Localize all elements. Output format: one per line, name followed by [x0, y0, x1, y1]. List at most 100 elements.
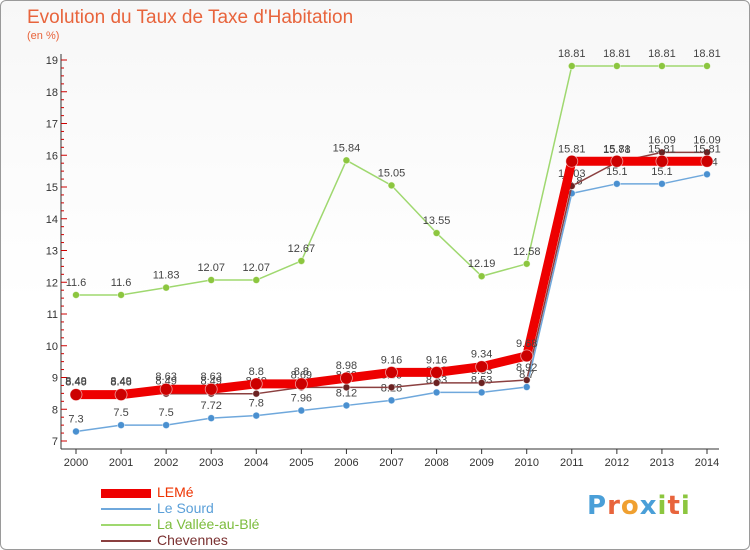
y-tick-label: 13 — [46, 246, 58, 258]
data-point — [252, 389, 261, 398]
logo-letter: x — [639, 491, 658, 521]
data-label: 15.05 — [378, 167, 406, 179]
data-point — [387, 396, 396, 405]
y-tick-label: 7 — [52, 436, 58, 448]
data-label: 8.8 — [294, 366, 309, 378]
data-label: 8.63 — [155, 371, 176, 383]
data-point — [162, 283, 171, 292]
data-point — [117, 291, 125, 299]
y-tick-label: 8 — [52, 404, 58, 416]
data-point — [294, 377, 308, 391]
data-point — [658, 179, 666, 188]
data-label: 16.09 — [693, 134, 721, 146]
data-point — [612, 179, 621, 188]
data-point — [522, 259, 531, 268]
data-label: 7.5 — [158, 407, 173, 419]
data-point — [477, 378, 486, 387]
data-point — [297, 257, 306, 265]
data-label: 12.07 — [197, 262, 225, 274]
legend-item: Chevennes — [101, 532, 361, 549]
legend-swatch — [101, 540, 151, 542]
data-point — [69, 388, 83, 402]
data-point — [342, 401, 351, 410]
logo-letter: i — [657, 491, 668, 521]
x-tick-label: 2003 — [199, 457, 223, 469]
logo-letter: t — [667, 491, 681, 521]
data-point — [477, 272, 486, 281]
data-point — [252, 276, 261, 284]
data-point — [520, 349, 534, 363]
x-tick-label: 2005 — [289, 457, 313, 469]
data-label: 12.58 — [513, 246, 541, 258]
legend-label: La Vallée-au-Blé — [157, 516, 260, 532]
data-point — [387, 181, 396, 190]
y-tick-label: 14 — [46, 214, 58, 226]
data-label: 18.81 — [603, 48, 631, 60]
data-point — [387, 383, 396, 392]
y-tick-label: 18 — [46, 87, 58, 99]
x-tick-label: 2000 — [64, 457, 88, 469]
data-label: 8.46 — [65, 377, 86, 389]
chart-subtitle: (en %) — [27, 30, 60, 42]
data-point — [703, 170, 711, 179]
data-point — [567, 62, 576, 70]
y-tick-label: 9 — [52, 373, 58, 385]
y-tick-label: 15 — [46, 182, 58, 194]
data-point — [249, 377, 263, 391]
data-point — [522, 376, 531, 384]
x-tick-label: 2011 — [560, 457, 584, 469]
y-tick-label: 17 — [46, 119, 58, 131]
data-point — [72, 291, 80, 299]
data-label: 8.49 — [65, 376, 86, 388]
data-point — [565, 154, 579, 168]
data-label: 11.6 — [111, 277, 132, 289]
data-point — [207, 276, 216, 284]
legend-item: LEMé — [101, 484, 361, 501]
data-label: 15.81 — [558, 143, 586, 155]
y-tick-label: 11 — [47, 309, 58, 321]
data-label: 7.96 — [291, 393, 312, 405]
logo-letter: i — [680, 491, 691, 521]
data-label: 7.3 — [68, 413, 83, 425]
logo-letter: r — [607, 491, 621, 521]
x-tick-label: 2012 — [605, 457, 629, 469]
data-point — [342, 383, 351, 392]
data-label: 15.81 — [693, 143, 721, 155]
data-point — [658, 62, 666, 70]
series-la-vall-e-au-bl-: 11.6 11.6 11.83 12.07 12.07 12.67 15.84 15.05 13… — [66, 48, 721, 299]
data-point — [655, 154, 669, 168]
y-tick-label: 19 — [46, 55, 58, 67]
data-label: 15.1 — [651, 166, 672, 178]
data-point — [430, 366, 443, 379]
data-label: 9.34 — [471, 349, 492, 361]
chart-title: Evolution du Taux de Taxe d'Habitation — [27, 7, 354, 28]
logo-letter: o — [620, 491, 640, 521]
data-label: 15.81 — [603, 143, 631, 155]
x-tick-label: 2001 — [109, 457, 133, 469]
x-tick-label: 2013 — [650, 457, 674, 469]
data-point — [432, 378, 441, 387]
data-label: 11.83 — [153, 270, 180, 282]
data-point — [477, 388, 486, 397]
proxiti-logo: Proxiti — [587, 491, 691, 521]
data-label: 12.07 — [243, 262, 271, 274]
chart-legend: LEMé Le Sourd La Vallée-au-Blé Chevennes — [101, 484, 361, 549]
data-label: 8.92 — [516, 362, 537, 374]
data-point — [612, 62, 621, 70]
data-label: 7.72 — [201, 400, 222, 412]
data-label: 18.81 — [648, 48, 676, 60]
data-point — [610, 154, 624, 168]
data-label: 7.5 — [113, 407, 128, 419]
legend-swatch — [101, 488, 151, 498]
data-label: 8.49 — [110, 376, 131, 388]
x-tick-label: 2002 — [154, 457, 178, 469]
data-label: 11.6 — [66, 277, 87, 289]
data-point — [703, 62, 711, 70]
data-label: 16.09 — [648, 134, 676, 146]
data-point — [432, 388, 441, 397]
data-point — [297, 406, 306, 415]
x-tick-label: 2006 — [334, 457, 358, 469]
x-tick-label: 2004 — [244, 457, 268, 469]
